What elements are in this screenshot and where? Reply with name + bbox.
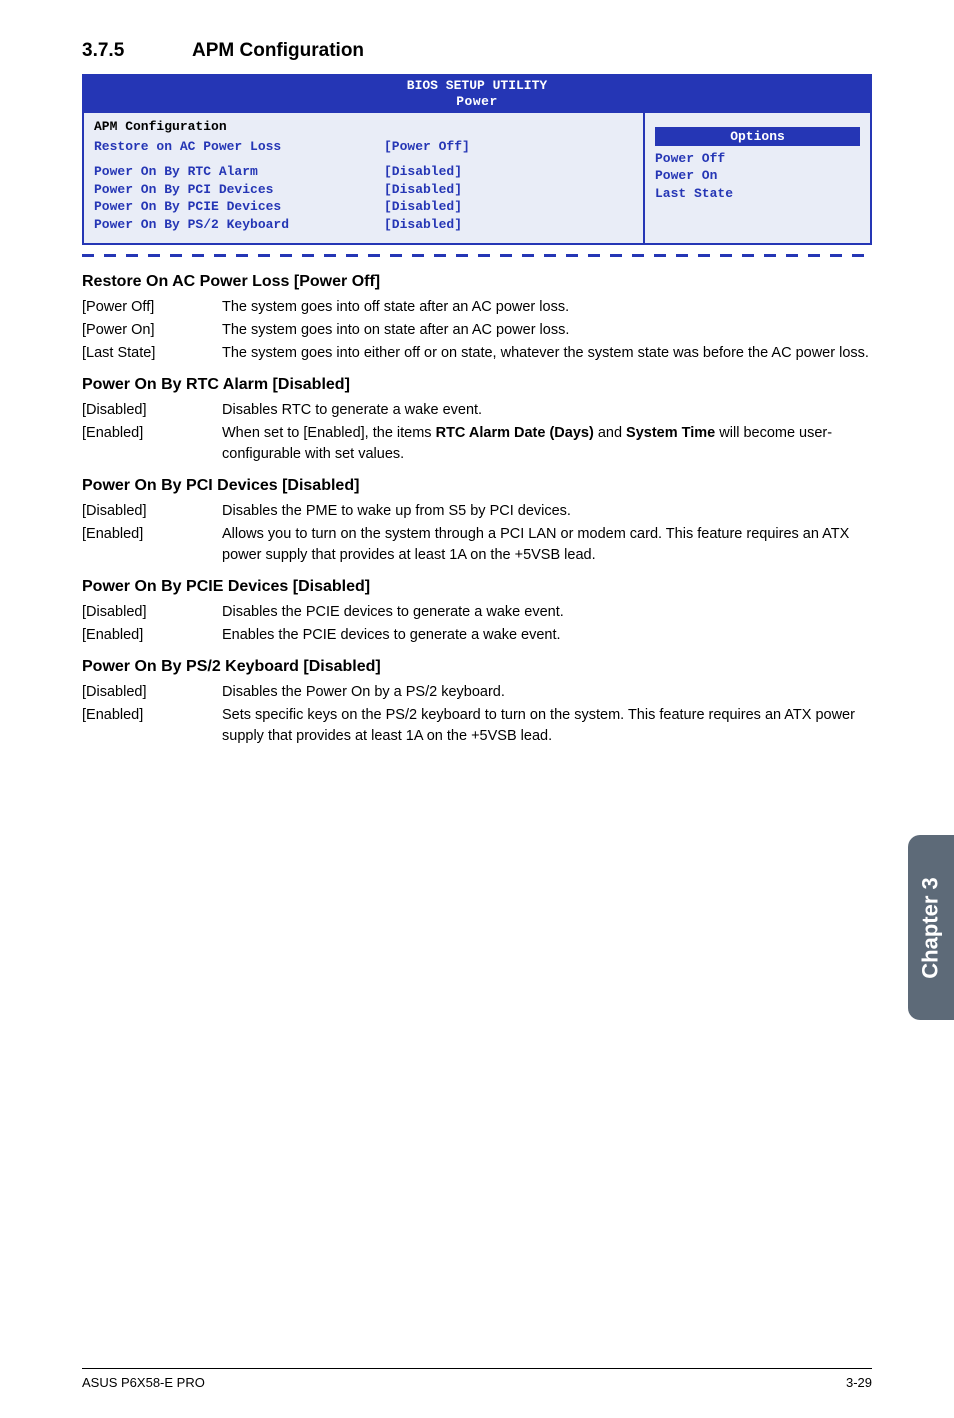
option-row: [Disabled]Disables the PCIE devices to g… (82, 602, 872, 623)
option-key: [Disabled] (82, 501, 222, 522)
bios-right-panel: Options Power OffPower OnLast State (645, 113, 870, 244)
option-key: [Last State] (82, 343, 222, 364)
footer-right: 3-29 (846, 1375, 872, 1390)
bios-option: Last State (655, 185, 860, 203)
page-footer: ASUS P6X58-E PRO 3-29 (82, 1368, 872, 1390)
option-text: Sets specific keys on the PS/2 keyboard … (222, 705, 872, 747)
bios-options-list: Power OffPower OnLast State (655, 150, 860, 203)
option-key: [Disabled] (82, 602, 222, 623)
subsection-heading: Power On By PCIE Devices [Disabled] (82, 578, 872, 596)
bios-row-label: Restore on AC Power Loss (94, 138, 384, 156)
bios-option: Power On (655, 167, 860, 185)
subsection-heading: Power On By PS/2 Keyboard [Disabled] (82, 658, 872, 676)
option-row: [Disabled]Disables the PME to wake up fr… (82, 501, 872, 522)
option-text: The system goes into either off or on st… (222, 343, 872, 364)
chapter-side-tab-label: Chapter 3 (918, 877, 944, 978)
option-row: [Enabled]Enables the PCIE devices to gen… (82, 625, 872, 646)
option-key: [Disabled] (82, 400, 222, 421)
option-key: [Enabled] (82, 524, 222, 566)
section-title: APM Configuration (192, 40, 364, 61)
option-key: [Disabled] (82, 682, 222, 703)
option-key: [Power On] (82, 320, 222, 341)
option-row: [Enabled]Sets specific keys on the PS/2 … (82, 705, 872, 747)
bios-row-label: Power On By RTC Alarm (94, 163, 384, 181)
bios-row-value: [Disabled] (384, 181, 633, 199)
option-text: The system goes into off state after an … (222, 297, 872, 318)
option-row: [Enabled]Allows you to turn on the syste… (82, 524, 872, 566)
page: 3.7.5APM Configuration BIOS SETUP UTILIT… (0, 0, 954, 1418)
option-key: [Enabled] (82, 625, 222, 646)
option-key: [Enabled] (82, 423, 222, 465)
bios-row-label: Power On By PCI Devices (94, 181, 384, 199)
option-row: [Power Off]The system goes into off stat… (82, 297, 872, 318)
bios-title-line1: BIOS SETUP UTILITY (84, 78, 870, 94)
section-heading: 3.7.5APM Configuration (82, 40, 872, 62)
bios-row: Power On By PCIE Devices[Disabled] (94, 198, 633, 216)
subsection-heading: Power On By PCI Devices [Disabled] (82, 477, 872, 495)
option-row: [Last State]The system goes into either … (82, 343, 872, 364)
bios-row: Power On By RTC Alarm[Disabled] (94, 163, 633, 181)
dashed-separator (82, 251, 872, 261)
option-text: Disables the PCIE devices to generate a … (222, 602, 872, 623)
option-text: Disables the PME to wake up from S5 by P… (222, 501, 872, 522)
bios-row-value: [Power Off] (384, 138, 633, 156)
bios-row-label: Power On By PS/2 Keyboard (94, 216, 384, 234)
section-number: 3.7.5 (82, 40, 192, 62)
option-text: Disables RTC to generate a wake event. (222, 400, 872, 421)
bios-row-value: [Disabled] (384, 216, 633, 234)
subsection-heading: Power On By RTC Alarm [Disabled] (82, 376, 872, 394)
bios-row: Power On By PS/2 Keyboard[Disabled] (94, 216, 633, 234)
bios-row: Power On By PCI Devices[Disabled] (94, 181, 633, 199)
bios-rows: Restore on AC Power Loss[Power Off]Power… (94, 138, 633, 234)
bios-box: BIOS SETUP UTILITY Power APM Configurati… (82, 74, 872, 245)
bios-row-value: [Disabled] (384, 163, 633, 181)
bios-options-header: Options (655, 127, 860, 146)
option-key: [Power Off] (82, 297, 222, 318)
bios-option: Power Off (655, 150, 860, 168)
footer-left: ASUS P6X58-E PRO (82, 1375, 205, 1390)
bios-row-value: [Disabled] (384, 198, 633, 216)
option-text: When set to [Enabled], the items RTC Ala… (222, 423, 872, 465)
option-text: The system goes into on state after an A… (222, 320, 872, 341)
bios-left-panel: APM Configuration Restore on AC Power Lo… (84, 113, 645, 244)
subsections: Restore On AC Power Loss [Power Off] [Pow… (82, 273, 872, 747)
option-text: Disables the Power On by a PS/2 keyboard… (222, 682, 872, 703)
option-row: [Disabled]Disables the Power On by a PS/… (82, 682, 872, 703)
bios-title-line2: Power (84, 94, 870, 110)
option-row: [Disabled]Disables RTC to generate a wak… (82, 400, 872, 421)
option-text: Enables the PCIE devices to generate a w… (222, 625, 872, 646)
subsection-heading: Restore On AC Power Loss [Power Off] (82, 273, 872, 291)
option-key: [Enabled] (82, 705, 222, 747)
bios-subheader: APM Configuration (94, 119, 633, 134)
option-text: Allows you to turn on the system through… (222, 524, 872, 566)
bios-row-label: Power On By PCIE Devices (94, 198, 384, 216)
bios-titlebar: BIOS SETUP UTILITY Power (84, 76, 870, 113)
bios-row: Restore on AC Power Loss[Power Off] (94, 138, 633, 156)
bios-body: APM Configuration Restore on AC Power Lo… (84, 113, 870, 244)
option-row: [Power On]The system goes into on state … (82, 320, 872, 341)
bios-row (94, 155, 633, 163)
chapter-side-tab: Chapter 3 (908, 835, 954, 1020)
option-row: [Enabled]When set to [Enabled], the item… (82, 423, 872, 465)
